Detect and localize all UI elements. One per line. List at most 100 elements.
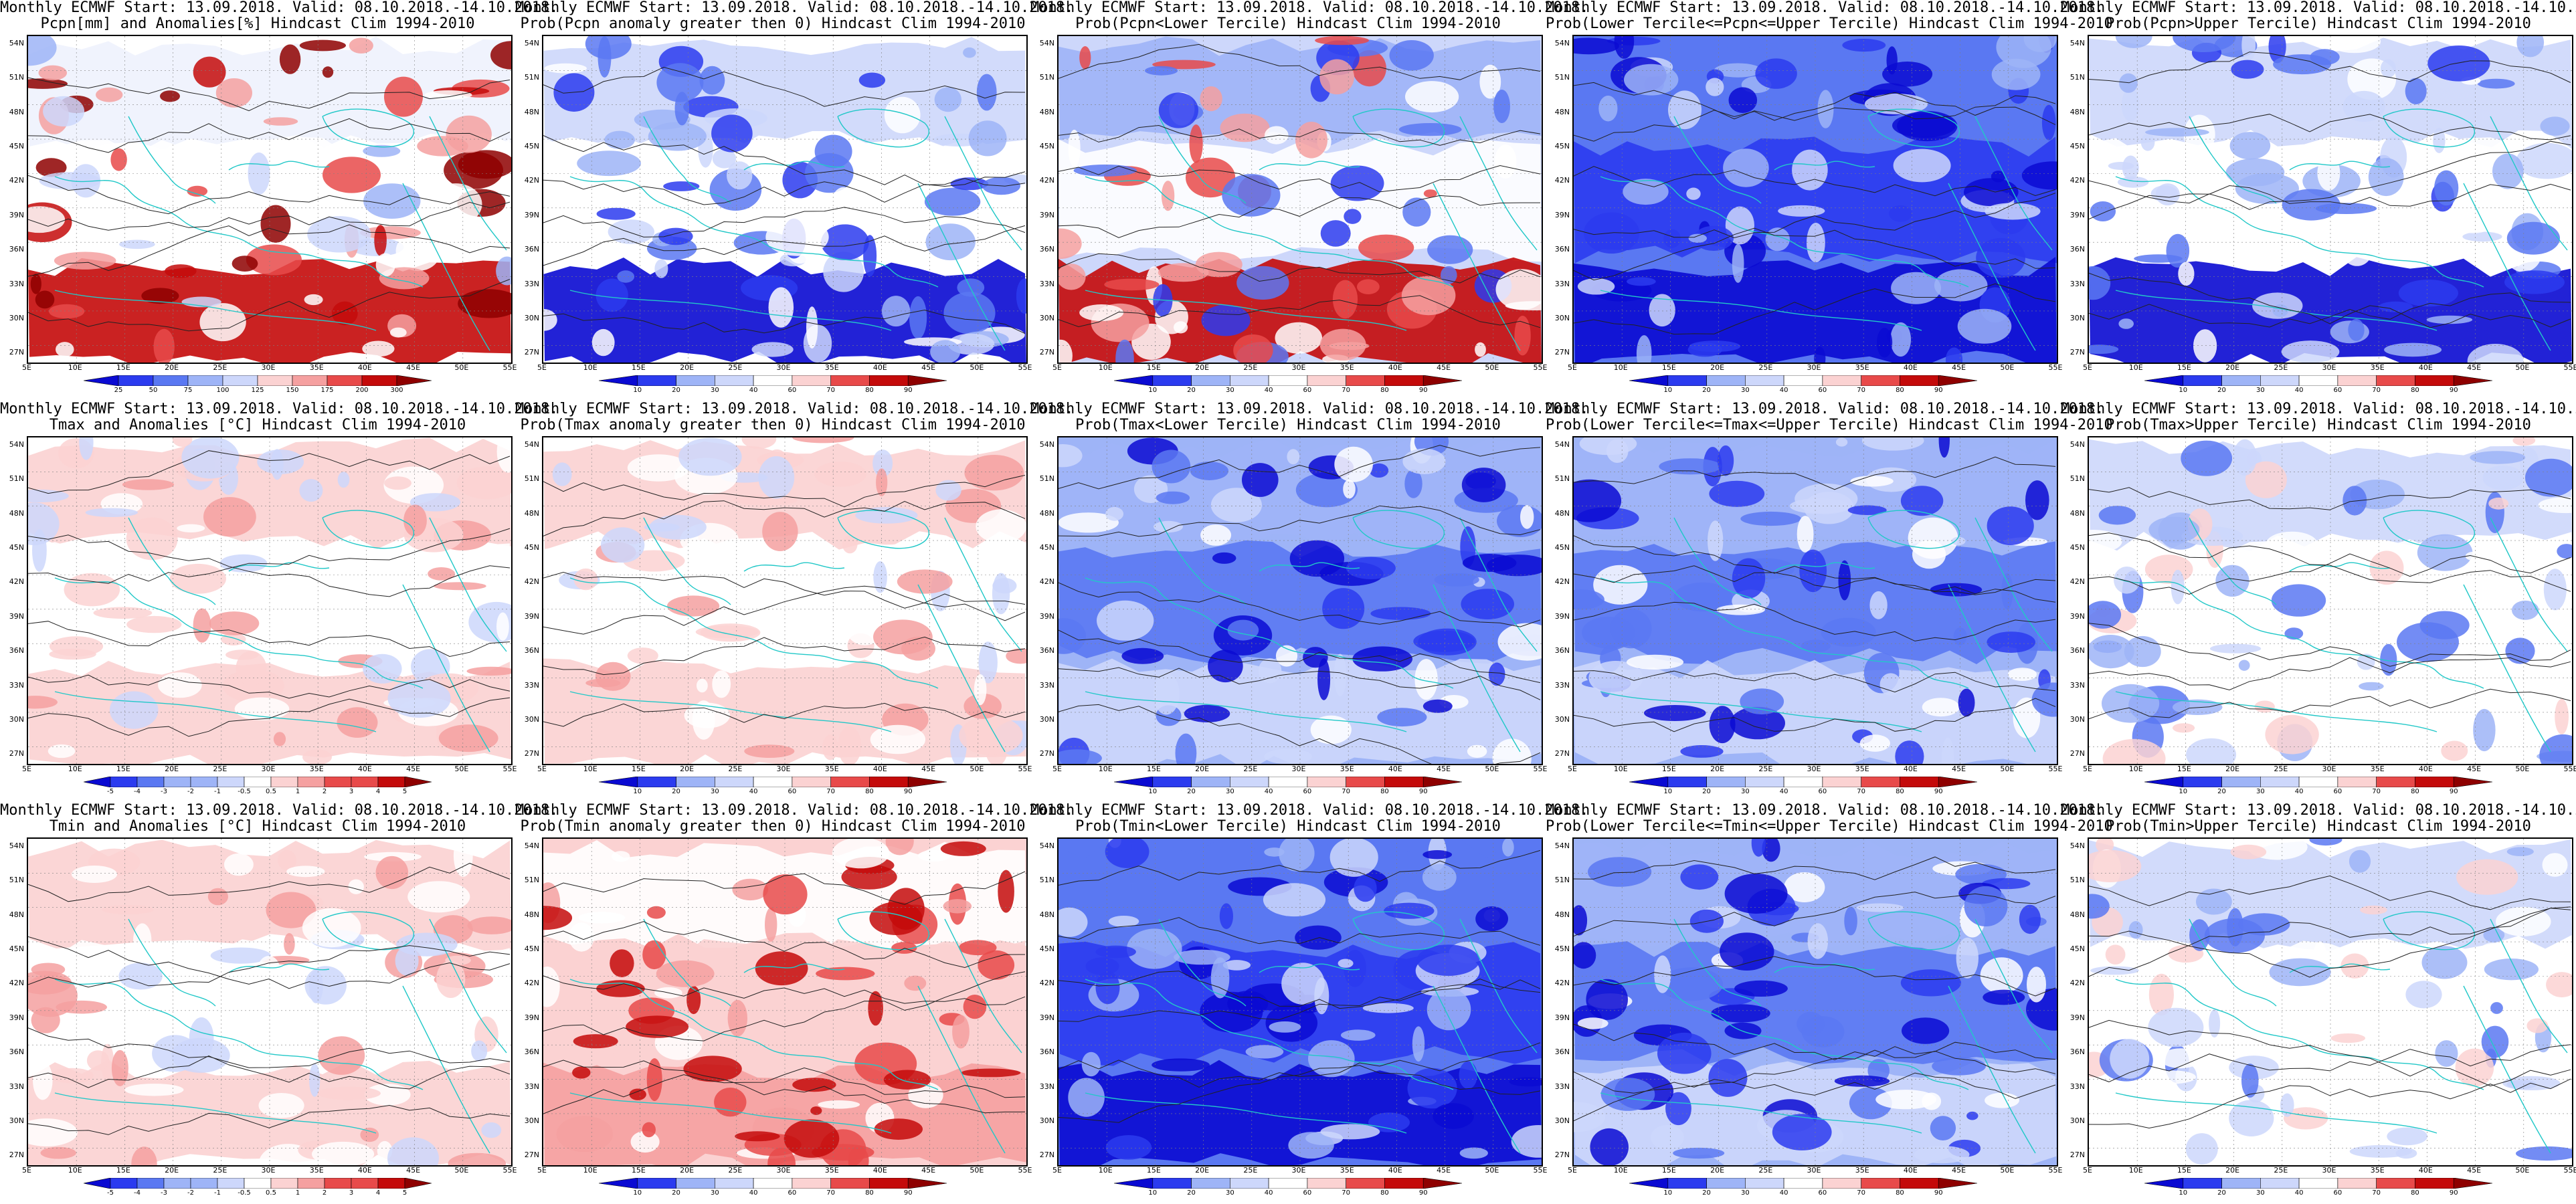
colorbar-label: 90 xyxy=(903,788,913,795)
colorbar-cell xyxy=(1384,777,1424,787)
colorbar-cell xyxy=(637,375,676,386)
shading-blob xyxy=(496,437,511,473)
shading-blob xyxy=(1461,589,1514,619)
contour-line xyxy=(2089,487,2571,510)
colorbar-cell xyxy=(118,375,154,386)
longitude-tick-label: 35E xyxy=(1855,363,1869,372)
shading-blob xyxy=(1174,321,1188,334)
shading-blob xyxy=(674,92,690,126)
colorbar-label: 30 xyxy=(710,387,719,394)
shading-blob xyxy=(2525,458,2572,497)
shading-blob xyxy=(1708,520,1724,561)
panel-title-line2: Prob(Tmax>Upper Tercile) Hindcast Clim 1… xyxy=(2106,417,2531,433)
map-area xyxy=(27,837,513,1167)
shading-blob xyxy=(1493,90,1510,123)
coastline xyxy=(228,963,330,973)
shading-blob xyxy=(28,502,60,546)
shading-blob xyxy=(1269,1021,1301,1033)
shading-blob xyxy=(2027,967,2046,1003)
shading-blob xyxy=(1842,39,1886,52)
coastline xyxy=(1459,116,1538,251)
shading-blob xyxy=(712,670,731,698)
colorbar-cell xyxy=(136,1178,165,1189)
longitude-tick-label: 30E xyxy=(2322,363,2336,372)
colorbar-cell xyxy=(217,777,245,787)
longitude-tick-label: 10E xyxy=(1098,1166,1113,1175)
longitude-tick-label: 35E xyxy=(824,363,839,372)
colorbar-label: -3 xyxy=(161,788,167,795)
shading-blob xyxy=(644,522,680,532)
latitude-tick-label: 30N xyxy=(524,714,539,724)
colorbar-cell xyxy=(163,1178,191,1189)
longitude-tick-label: 50E xyxy=(2515,1166,2530,1175)
colorbar-cell xyxy=(2415,375,2454,386)
shading-blob xyxy=(1344,209,1362,224)
shading-blob xyxy=(1938,437,1950,458)
colorbar-label: 30 xyxy=(710,1189,719,1197)
shading-blob xyxy=(1900,486,1944,516)
longitude-tick-label: 15E xyxy=(1661,1166,1676,1175)
longitude-tick-label: 15E xyxy=(2177,765,2191,773)
contour-line xyxy=(543,921,1026,969)
latitude-tick-label: 54N xyxy=(524,39,539,47)
colorbar-label: 5 xyxy=(402,788,407,795)
shading-blob xyxy=(2096,839,2114,854)
coastline xyxy=(2490,918,2568,1054)
latitude-tick-label: 54N xyxy=(2069,39,2085,47)
latitude-tick-label: 30N xyxy=(2069,1116,2085,1125)
shading-blob xyxy=(621,602,637,629)
shading-blob xyxy=(627,454,690,482)
colorbar-cell xyxy=(1384,375,1424,386)
coastline xyxy=(2490,517,2568,652)
shading-blob xyxy=(2134,254,2183,263)
contour-line xyxy=(1574,456,2056,490)
shading-blob xyxy=(466,666,511,676)
shading-blob xyxy=(1659,458,1722,475)
latitude-tick-label: 33N xyxy=(9,279,24,288)
shading-blob xyxy=(2455,1048,2494,1087)
colorbar-cell xyxy=(297,1178,325,1189)
colorbar-cell xyxy=(270,1178,298,1189)
shading-blob xyxy=(446,115,492,153)
colorbar-label: 10 xyxy=(633,1189,642,1197)
shading-blob xyxy=(1422,699,1453,713)
shading-blob xyxy=(1520,505,1534,529)
coastline xyxy=(1600,577,1969,689)
latitude-tick-label: 33N xyxy=(524,1082,539,1091)
colorbar-label: 20 xyxy=(672,788,680,795)
colorbar xyxy=(599,375,947,386)
shading-blob xyxy=(2172,699,2223,715)
shading-blob xyxy=(1303,647,1328,668)
latitude-tick-label: 54N xyxy=(9,440,24,449)
shading-blob xyxy=(428,567,456,581)
shading-blob xyxy=(1709,480,1765,507)
latitude-tick-label: 36N xyxy=(1554,245,1570,254)
colorbar-cell xyxy=(1629,1178,1669,1189)
shading-blob xyxy=(1740,511,1801,526)
latitude-tick-label: 27N xyxy=(1554,348,1570,357)
shading-blob xyxy=(617,270,635,283)
colorbar-cell xyxy=(869,1178,909,1189)
shading-blob xyxy=(2019,904,2041,934)
colorbar-label: 1 xyxy=(295,788,300,795)
coastline xyxy=(743,161,845,171)
shading-blob xyxy=(1427,235,1473,264)
shading-blob xyxy=(1333,654,1347,696)
shading-blob xyxy=(1145,66,1178,76)
colorbar-cell xyxy=(1152,777,1192,787)
shading-blob xyxy=(1210,488,1262,522)
shading-blob xyxy=(573,1034,618,1049)
longitude-tick-label: 15E xyxy=(1146,765,1161,773)
shading-blob xyxy=(830,187,856,225)
colorbar-label: 80 xyxy=(1380,1189,1389,1197)
shading-blob xyxy=(363,959,380,975)
coastline xyxy=(1974,517,2053,652)
shading-blob xyxy=(1861,437,1924,451)
shading-blob xyxy=(1494,144,1517,179)
shading-blob xyxy=(741,437,777,449)
shading-blob xyxy=(1158,263,1209,282)
shading-blob xyxy=(1688,233,1707,243)
panel-title-line1: Monthly ECMWF Start: 13.09.2018. Valid: … xyxy=(1546,401,2104,417)
longitude-tick-label: 5E xyxy=(22,1166,31,1175)
latitude-tick-label: 48N xyxy=(524,508,539,518)
